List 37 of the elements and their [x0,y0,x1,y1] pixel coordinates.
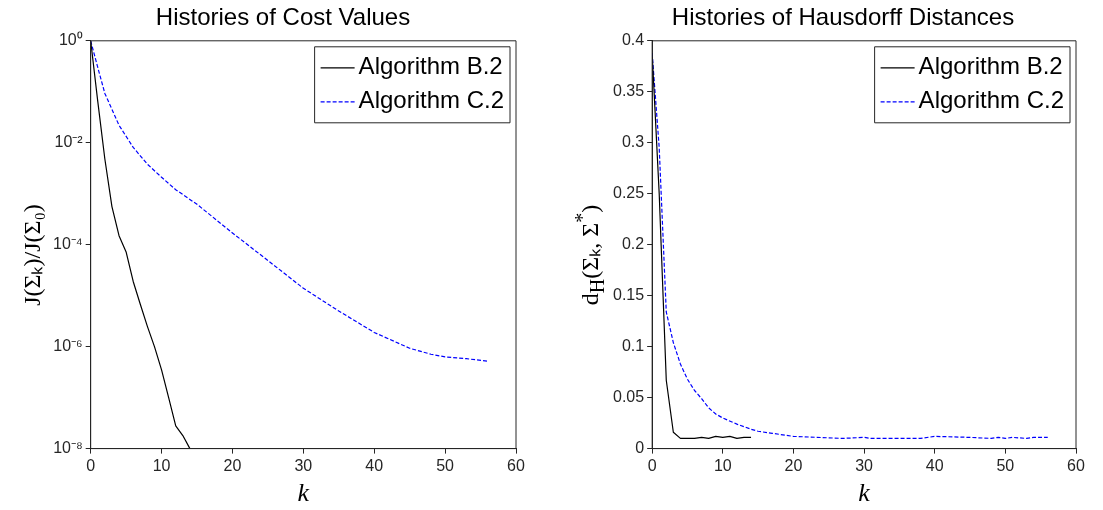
y-tick-label: 0 [635,439,645,457]
x-tick-label: 0 [86,456,96,474]
y-tick-label: 0.3 [621,133,645,151]
y-tick-label: 0.25 [613,184,645,202]
x-tick-label: 0 [647,456,657,474]
legend-label: Algorithm C.2 [358,86,505,114]
y-tick-label: 0.2 [621,235,645,253]
x-tick-label: 30 [294,456,313,474]
x-tick-label: 10 [713,456,732,474]
chart-title: Histories of Hausdorff Distances [671,3,1015,31]
x-tick-label: 50 [436,456,455,474]
x-tick-label: 10 [152,456,171,474]
y-tick-label: 10⁻⁶ [53,337,83,355]
legend-label: Algorithm B.2 [918,52,1063,80]
x-tick-label: 30 [855,456,874,474]
x-axis-title: k [297,478,310,508]
x-tick-label: 50 [996,456,1015,474]
x-tick-label: 60 [507,456,525,474]
legend-label: Algorithm B.2 [358,52,503,80]
y-tick-label: 10⁻² [54,133,84,151]
y-tick-label: 0.05 [613,388,645,406]
x-tick-label: 60 [1067,456,1085,474]
y-axis-title: J(Σₖ)/J(Σ₀) [17,204,46,306]
y-tick-label: 10⁰ [58,31,83,49]
x-tick-label: 20 [223,456,242,474]
y-tick-label: 0.1 [621,337,645,355]
x-tick-label: 40 [365,456,384,474]
y-tick-label: 10⁻⁸ [53,439,83,457]
y-tick-label: 0.4 [621,31,645,49]
y-tick-label: 0.15 [613,286,645,304]
y-tick-label: 0.35 [613,82,645,100]
x-axis-title: k [858,478,871,508]
x-tick-label: 20 [784,456,803,474]
y-tick-label: 10⁻⁴ [53,235,83,253]
chart-title: Histories of Cost Values [155,3,411,31]
x-tick-label: 40 [925,456,944,474]
legend-label: Algorithm C.2 [918,86,1065,114]
